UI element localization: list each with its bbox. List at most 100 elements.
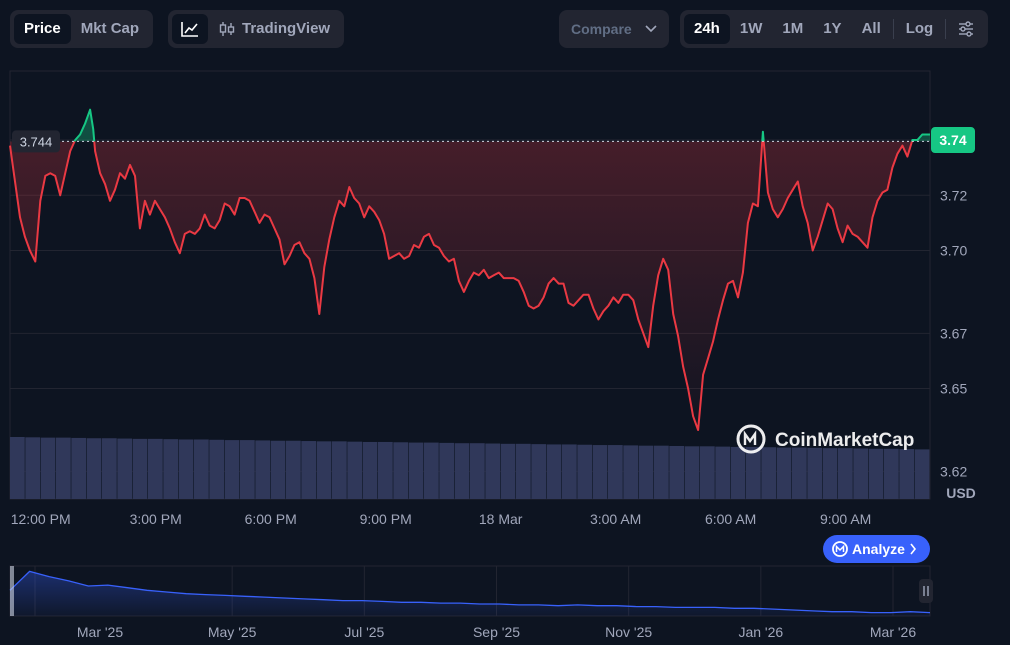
tradingview-label: TradingView (242, 20, 331, 37)
volume-bar (102, 438, 117, 499)
pause-icon (923, 586, 929, 596)
y-tick-label: 3.72 (940, 187, 967, 203)
volume-bar (822, 448, 838, 499)
x-tick-label: 3:00 PM (130, 511, 182, 527)
volume-bar (838, 448, 853, 499)
volume-bar (884, 448, 899, 499)
range-1m[interactable]: 1M (782, 20, 804, 37)
volume-bar (899, 449, 915, 499)
x-tick-label: 9:00 PM (360, 511, 412, 527)
x-tick-label: 9:00 AM (820, 511, 871, 527)
volume-bar (393, 442, 409, 499)
volume-bar (531, 444, 547, 499)
volume-bar (163, 439, 179, 499)
volume-bar (25, 437, 41, 499)
compare-label: Compare (571, 21, 632, 37)
price-line-down (9, 141, 914, 431)
x-tick-label: 6:00 AM (705, 511, 756, 527)
overview-x-tick-label: May '25 (208, 624, 257, 640)
volume-bar (868, 448, 884, 499)
overview-handle-right[interactable] (919, 579, 933, 603)
overview-x-tick-label: Jan '26 (738, 624, 783, 640)
x-tick-label: 12:00 PM (11, 511, 71, 527)
chevron-right-icon (910, 543, 917, 555)
line-chart-icon (181, 22, 198, 37)
volume-bar (301, 441, 317, 499)
toolbar-divider (945, 19, 947, 39)
log-toggle[interactable]: Log (905, 20, 934, 37)
volume-bar (255, 440, 271, 499)
volume-bar (638, 445, 654, 499)
coinmarketcap-watermark: CoinMarketCap (736, 424, 914, 454)
volume-bar (56, 437, 71, 499)
overview-x-tick-label: Mar '26 (870, 624, 916, 640)
volume-bar (408, 442, 424, 499)
volume-bar (224, 440, 240, 499)
price-area-down (10, 141, 912, 430)
volume-bar (132, 438, 148, 499)
volume-bar (700, 446, 715, 499)
settings-button[interactable] (948, 14, 984, 44)
current-price-label: 3.74 (939, 132, 966, 148)
volume-bar (71, 437, 87, 499)
range-all[interactable]: All (861, 20, 881, 37)
settings-sliders-icon (959, 21, 974, 37)
analyze-icon (832, 541, 848, 557)
volume-bar (546, 444, 562, 499)
volume-bar (439, 442, 455, 499)
volume-bar (485, 443, 501, 499)
overview-x-tick-label: Jul '25 (344, 624, 384, 640)
volume-bar (914, 449, 930, 499)
volume-bar (86, 438, 102, 499)
y-axis-ticks: 3.74 3.72 3.70 3.67 3.65 3.62 (940, 132, 967, 479)
line-chart-button[interactable] (172, 14, 208, 44)
volume-bar (761, 447, 777, 499)
volume-bar (178, 439, 194, 499)
volume-bar (623, 445, 639, 499)
volume-bar (669, 445, 685, 499)
overview-navigator[interactable]: Mar '25 May '25 Jul '25 Sep '25 Nov '25 Jan '… (9, 565, 933, 640)
volume-bar (270, 440, 286, 499)
x-tick-label: 6:00 PM (245, 511, 297, 527)
volume-bar (746, 446, 761, 499)
volume-bar (562, 444, 577, 499)
y-tick-label: 3.62 (940, 463, 967, 479)
current-price-badge (931, 127, 975, 154)
price-mktcap-toggle: Price Mkt Cap (10, 10, 154, 48)
overview-handle-left[interactable] (10, 566, 14, 616)
analyze-button[interactable]: Analyze (823, 535, 930, 563)
toolbar-divider (892, 19, 894, 39)
volume-bar (853, 448, 869, 499)
volume-bars (10, 437, 930, 499)
reference-price-label: 3.744 (20, 134, 53, 149)
reference-price-badge (12, 130, 60, 153)
volume-bar (240, 440, 255, 499)
overview-x-tick-label: Sep '25 (473, 624, 520, 640)
y-tick-label: 3.70 (940, 242, 967, 258)
x-tick-label: 18 Mar (479, 511, 523, 527)
overview-x-axis-ticks: Mar '25 May '25 Jul '25 Sep '25 Nov '25 Jan '… (77, 624, 916, 640)
range-toggle: 24h 1W 1M 1Y All Log (680, 10, 989, 48)
candlestick-icon (219, 22, 235, 36)
tradingview-button[interactable]: TradingView (208, 14, 340, 44)
volume-bar (10, 437, 25, 499)
volume-bar (592, 445, 608, 499)
volume-bar (776, 447, 792, 499)
volume-bar (40, 437, 56, 499)
range-1w[interactable]: 1W (739, 20, 763, 37)
volume-bar (148, 438, 163, 499)
mktcap-tab[interactable]: Mkt Cap (80, 20, 140, 37)
watermark-text: CoinMarketCap (775, 430, 914, 451)
price-tab[interactable]: Price (14, 14, 71, 44)
volume-bar (500, 443, 516, 499)
range-1y[interactable]: 1Y (823, 20, 842, 37)
compare-dropdown[interactable]: Compare (559, 10, 669, 48)
coinmarketcap-logo-icon (736, 424, 766, 454)
volume-bar (715, 446, 731, 499)
y-axis-unit: USD (946, 485, 976, 501)
analyze-label: Analyze (852, 541, 905, 557)
volume-bar (807, 447, 823, 499)
range-24h[interactable]: 24h (684, 14, 730, 44)
overview-area (10, 571, 930, 616)
